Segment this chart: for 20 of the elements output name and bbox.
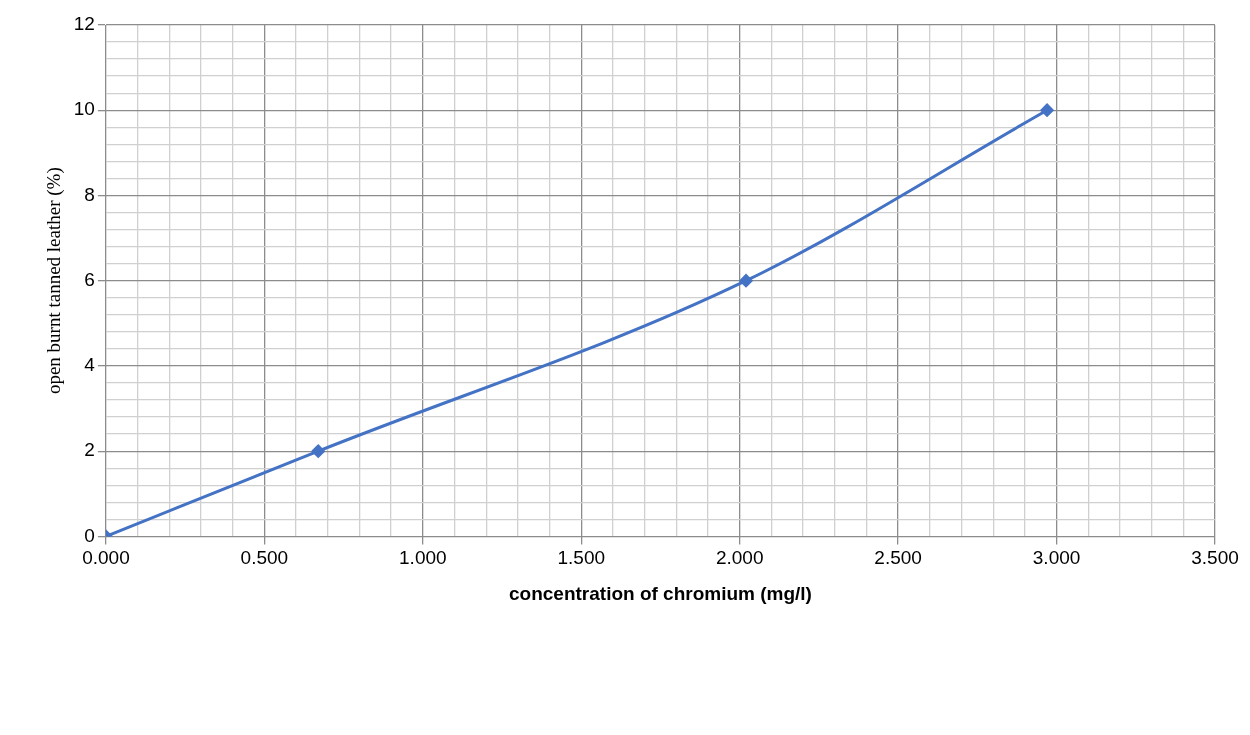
y-axis-title: open burnt tanned leather (%) — [43, 167, 66, 395]
x-tick-label: 0.000 — [82, 547, 130, 569]
x-tick-label: 3.500 — [1191, 547, 1239, 569]
x-tick-label: 1.500 — [557, 547, 606, 569]
y-tick-label: 0 — [84, 524, 95, 546]
point — [1040, 103, 1054, 117]
x-tick-label: 3.000 — [1032, 547, 1081, 569]
y-tick-label: 10 — [73, 98, 95, 120]
x-tick-label: 2.000 — [715, 547, 764, 569]
y-tick-label: 8 — [84, 183, 95, 205]
x-axis-title: concentration of chromium (mg/l) — [508, 582, 812, 604]
x-tick-label: 0.500 — [240, 547, 289, 569]
y-tick-label: 4 — [84, 354, 96, 376]
y-tick-label: 2 — [84, 439, 95, 461]
y-tick-label: 12 — [73, 13, 95, 35]
point — [739, 274, 753, 288]
x-tick-label: 1.000 — [399, 547, 447, 569]
point — [311, 444, 325, 458]
x-tick-label: 2.500 — [874, 547, 922, 569]
y-tick-label: 6 — [84, 268, 95, 290]
